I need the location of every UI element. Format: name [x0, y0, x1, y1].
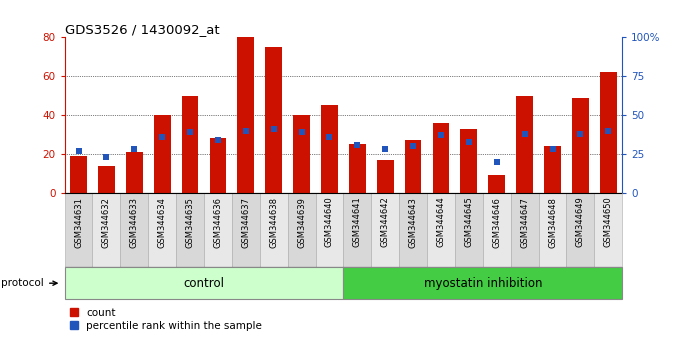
- Bar: [544, 146, 561, 193]
- Bar: [343, 193, 371, 267]
- Text: GSM344636: GSM344636: [214, 197, 222, 248]
- Point: [241, 128, 252, 133]
- Point: [379, 147, 390, 152]
- Point: [352, 142, 363, 148]
- Text: GSM344640: GSM344640: [325, 197, 334, 247]
- Bar: [182, 96, 199, 193]
- Point: [602, 128, 613, 133]
- Bar: [232, 193, 260, 267]
- Bar: [349, 144, 366, 193]
- Point: [73, 148, 84, 154]
- Text: GSM344639: GSM344639: [297, 197, 306, 247]
- Text: GSM344631: GSM344631: [74, 197, 83, 247]
- Bar: [377, 160, 394, 193]
- Text: GSM344641: GSM344641: [353, 197, 362, 247]
- Bar: [265, 47, 282, 193]
- Point: [435, 132, 446, 138]
- Bar: [483, 193, 511, 267]
- Text: GSM344633: GSM344633: [130, 197, 139, 248]
- Text: myostatin inhibition: myostatin inhibition: [424, 277, 542, 290]
- Point: [185, 129, 196, 135]
- Text: GSM344644: GSM344644: [437, 197, 445, 247]
- Bar: [321, 105, 338, 193]
- Bar: [455, 193, 483, 267]
- Point: [547, 147, 558, 152]
- Text: GSM344648: GSM344648: [548, 197, 557, 247]
- Text: GSM344649: GSM344649: [576, 197, 585, 247]
- Point: [408, 143, 419, 149]
- Text: GSM344638: GSM344638: [269, 197, 278, 248]
- Point: [129, 147, 140, 152]
- Bar: [92, 193, 120, 267]
- Bar: [154, 115, 171, 193]
- Bar: [405, 140, 422, 193]
- Bar: [460, 129, 477, 193]
- Text: GSM344650: GSM344650: [604, 197, 613, 247]
- Legend: count, percentile rank within the sample: count, percentile rank within the sample: [70, 308, 262, 331]
- Point: [575, 131, 586, 137]
- Point: [212, 137, 223, 143]
- Bar: [594, 193, 622, 267]
- Point: [101, 154, 112, 160]
- Bar: [399, 193, 427, 267]
- Bar: [316, 193, 343, 267]
- Bar: [288, 193, 316, 267]
- Bar: [70, 156, 87, 193]
- Bar: [148, 193, 176, 267]
- Point: [464, 139, 475, 144]
- Text: GSM344634: GSM344634: [158, 197, 167, 247]
- Bar: [432, 123, 449, 193]
- Text: control: control: [184, 277, 224, 290]
- Text: GSM344645: GSM344645: [464, 197, 473, 247]
- Point: [520, 131, 530, 137]
- Bar: [209, 138, 226, 193]
- Text: GSM344647: GSM344647: [520, 197, 529, 247]
- Text: GSM344632: GSM344632: [102, 197, 111, 247]
- Bar: [566, 193, 594, 267]
- Bar: [539, 193, 566, 267]
- Bar: [427, 193, 455, 267]
- Bar: [293, 115, 310, 193]
- Text: GSM344643: GSM344643: [409, 197, 418, 247]
- Text: protocol: protocol: [1, 278, 57, 288]
- Bar: [65, 193, 92, 267]
- Point: [296, 129, 307, 135]
- Bar: [204, 193, 232, 267]
- Text: GSM344637: GSM344637: [241, 197, 250, 248]
- Bar: [511, 193, 539, 267]
- Bar: [120, 193, 148, 267]
- Bar: [126, 152, 143, 193]
- Bar: [98, 166, 115, 193]
- Bar: [343, 267, 622, 299]
- Bar: [572, 97, 589, 193]
- Text: GSM344635: GSM344635: [186, 197, 194, 247]
- Text: GSM344646: GSM344646: [492, 197, 501, 247]
- Bar: [488, 176, 505, 193]
- Bar: [516, 96, 533, 193]
- Point: [324, 134, 335, 140]
- Bar: [260, 193, 288, 267]
- Text: GDS3526 / 1430092_at: GDS3526 / 1430092_at: [65, 23, 219, 36]
- Point: [491, 159, 502, 165]
- Bar: [600, 72, 617, 193]
- Bar: [237, 37, 254, 193]
- Bar: [371, 193, 399, 267]
- Bar: [176, 193, 204, 267]
- Text: GSM344642: GSM344642: [381, 197, 390, 247]
- Point: [156, 134, 168, 140]
- Point: [269, 126, 279, 132]
- Bar: [65, 267, 343, 299]
